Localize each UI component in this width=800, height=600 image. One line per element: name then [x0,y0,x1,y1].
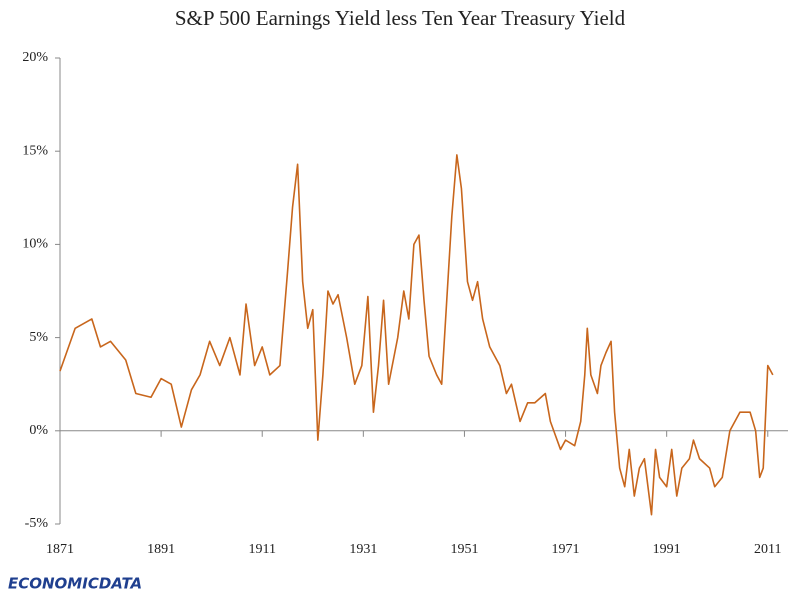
x-tick-label: 1931 [349,542,377,557]
y-tick-label: -5% [25,516,49,531]
x-tick-label: 1871 [46,542,74,557]
x-tick-label: 1911 [248,542,275,557]
x-tick-label: 1891 [147,542,175,557]
y-tick-label: 0% [29,423,48,438]
x-tick-label: 1991 [653,542,681,557]
y-tick-label: 20% [22,50,48,65]
chart-title: S&P 500 Earnings Yield less Ten Year Tre… [175,6,626,30]
y-tick-label: 5% [29,330,48,345]
x-tick-label: 2011 [754,542,781,557]
y-tick-label: 10% [22,237,48,252]
x-tick-label: 1951 [450,542,478,557]
y-tick-label: 15% [22,143,48,158]
logo: ECONOMICDATA [8,575,142,593]
x-tick-label: 1971 [552,542,580,557]
series-line [59,154,774,516]
